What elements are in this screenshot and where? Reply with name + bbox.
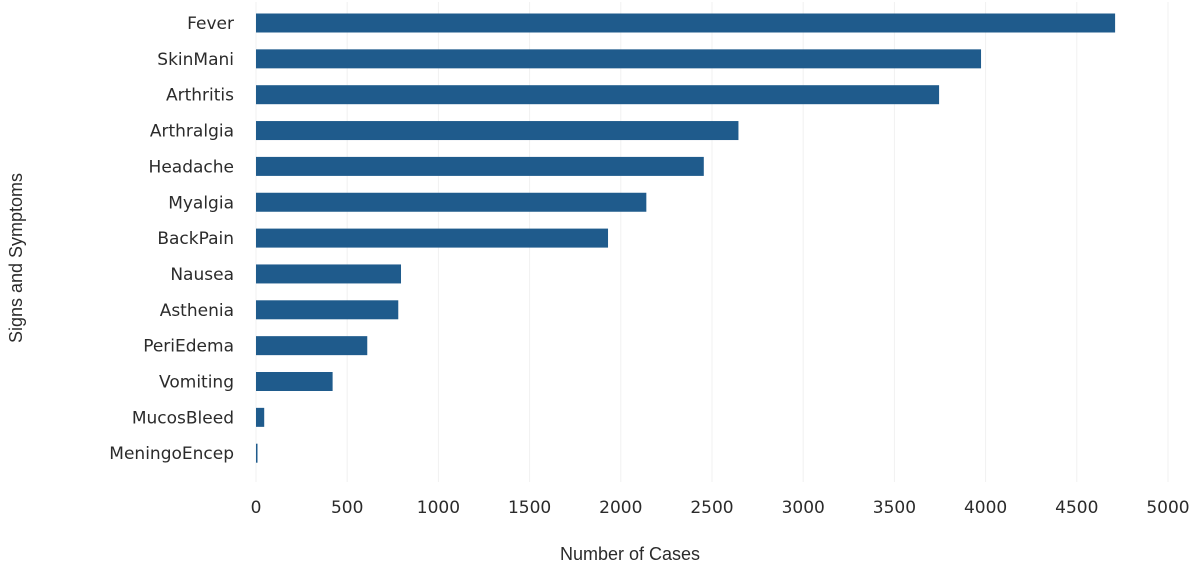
category-label: Nausea [170,265,234,285]
x-tick-labels: 0 500 1000 1500 2000 2500 3000 3500 4000 4500 5000 [251,498,1190,518]
bar [256,264,402,284]
x-tick-label: 2000 [599,498,642,518]
category-label: Headache [149,157,234,177]
bar [256,443,258,463]
x-tick-label: 3500 [873,498,916,518]
category-label: Myalgia [168,193,234,213]
bar [256,336,368,356]
bars [256,13,1116,463]
x-tick-label: 500 [331,498,363,518]
bar [256,121,739,141]
x-tick-label: 3000 [782,498,825,518]
category-label: Fever [187,14,234,34]
category-label: PeriEdema [143,337,234,357]
bar [256,407,265,427]
category-label: BackPain [157,229,234,249]
bar [256,300,399,320]
category-label: MucosBleed [132,408,234,428]
category-label: Asthenia [160,301,234,321]
x-tick-label: 0 [251,498,262,518]
x-tick-label: 5000 [1146,498,1189,518]
bar [256,85,940,105]
x-tick-label: 4500 [1055,498,1098,518]
category-label: Arthralgia [150,122,234,142]
bar [256,228,609,248]
bar [256,372,333,391]
category-label: MeningoEncep [109,444,234,464]
bar [256,13,1116,33]
category-label: Arthritis [166,86,234,106]
y-axis-title: Signs and Symptoms [6,173,26,343]
category-label: Vomiting [159,373,234,393]
category-label: SkinMani [157,50,234,70]
x-tick-label: 4000 [964,498,1007,518]
x-axis-title: Number of Cases [560,544,700,564]
x-tick-label: 1500 [508,498,551,518]
category-labels: Fever SkinMani Arthritis Arthralgia Headache… [109,14,234,464]
x-tick-label: 2500 [690,498,733,518]
x-tick-label: 1000 [417,498,460,518]
bar [256,156,704,176]
bar [256,192,647,212]
gridlines [255,2,1169,482]
bar [256,49,982,69]
